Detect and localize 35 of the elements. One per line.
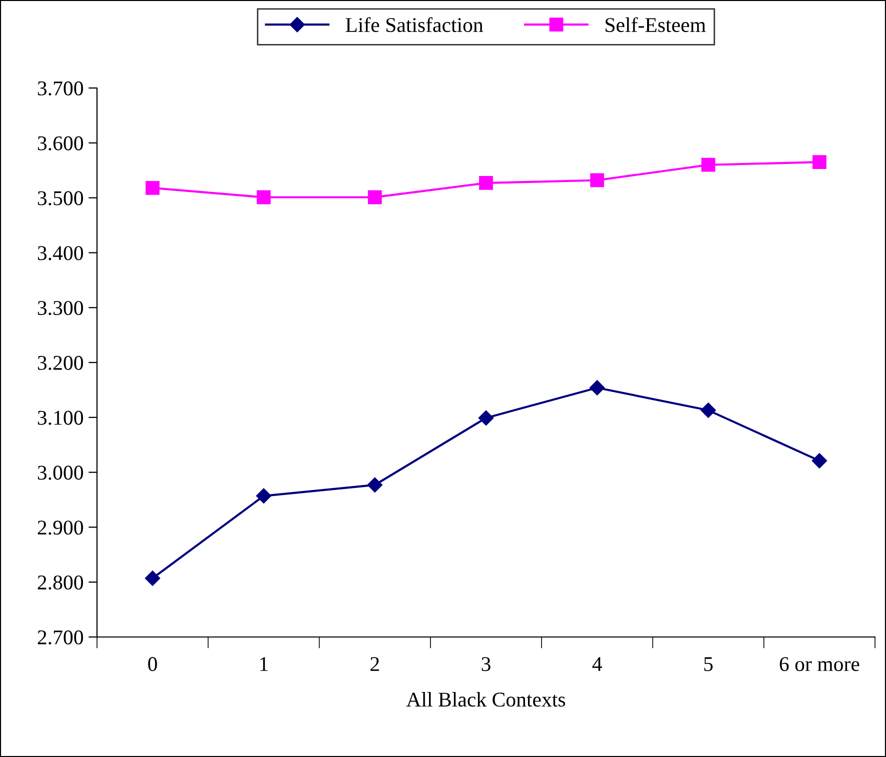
x-tick-label: 2	[370, 657, 379, 671]
x-tick-label: 4	[592, 657, 602, 671]
x-tick-label: 1	[260, 657, 268, 671]
y-tick-label: 3.200	[38, 356, 84, 370]
point	[367, 477, 382, 492]
y-tick-label: 3.000	[38, 466, 84, 480]
point	[590, 380, 605, 396]
point	[145, 570, 160, 586]
point	[256, 488, 272, 504]
x-tick-label: 5	[704, 657, 713, 672]
y-tick-label: 3.600	[38, 136, 84, 150]
y-tick-label: 3.700	[38, 81, 84, 96]
x-tick-label: 3	[482, 657, 490, 672]
point	[700, 402, 716, 418]
point	[479, 176, 493, 190]
point	[590, 173, 604, 188]
point	[146, 180, 160, 195]
y-tick-label: 2.900	[38, 520, 84, 535]
legend-label: Life Satisfaction	[346, 17, 484, 32]
point	[368, 190, 382, 204]
x-tick-label: 0	[148, 657, 157, 672]
x-axis-title: All Black Contexts	[406, 692, 566, 707]
y-tick-label: 2.800	[38, 575, 84, 590]
point	[478, 410, 494, 426]
legend-label: Self-Esteem	[606, 17, 706, 32]
point	[812, 155, 826, 170]
point	[256, 190, 271, 204]
y-tick-label: 2.700	[38, 630, 84, 645]
y-tick-label: 3.300	[38, 300, 84, 316]
y-tick-label: 3.500	[38, 191, 84, 206]
x-tick-label: 6 or more	[780, 657, 860, 672]
y-tick-label: 3.100	[38, 410, 84, 425]
point	[812, 453, 827, 468]
y-tick-label: 3.400	[38, 246, 84, 260]
point	[701, 158, 716, 172]
